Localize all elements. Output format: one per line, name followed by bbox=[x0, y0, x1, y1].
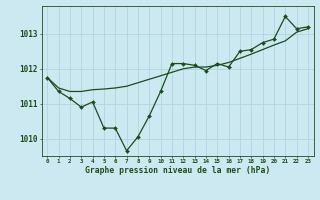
X-axis label: Graphe pression niveau de la mer (hPa): Graphe pression niveau de la mer (hPa) bbox=[85, 166, 270, 175]
